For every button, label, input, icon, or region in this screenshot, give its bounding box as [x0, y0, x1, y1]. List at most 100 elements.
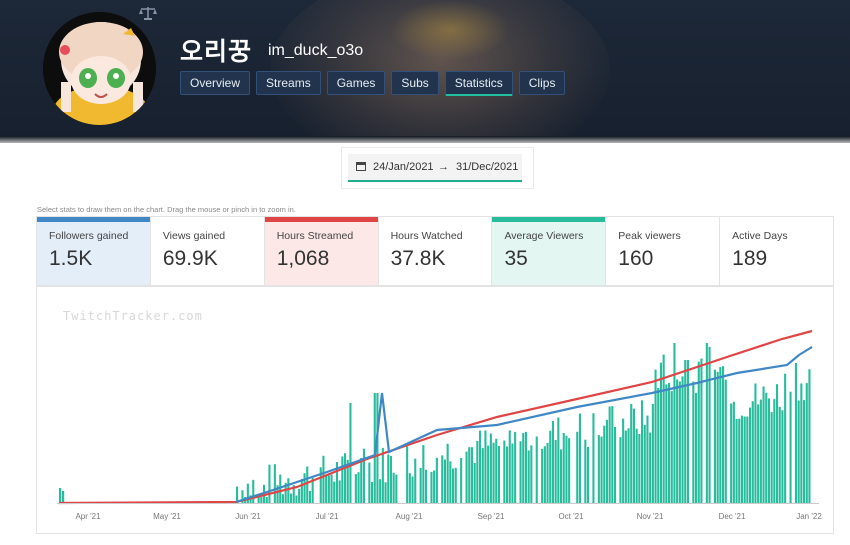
chart-bar [354, 474, 357, 503]
chart-bar [330, 474, 333, 503]
chart-bar [479, 430, 482, 503]
chart-bar [295, 495, 298, 503]
chart-canvas: Apr '21 May '21 Jun '21 Jul '21 Aug '21 Sep '… [57, 329, 822, 521]
scales-icon[interactable] [139, 6, 157, 20]
stat-label: Hours Watched [390, 230, 463, 242]
chart-bar [246, 483, 249, 503]
tab-overview[interactable]: Overview [180, 71, 251, 95]
chart-bar [514, 431, 517, 503]
chart-bar [387, 454, 390, 503]
chart-bar [470, 447, 473, 503]
channel-login: im_duck_o3o [268, 42, 364, 59]
x-tick-label: Sep '21 [478, 512, 505, 521]
chart-bar [452, 468, 455, 503]
chart-bar [368, 462, 371, 503]
stat-value: 189 [732, 247, 768, 270]
chart-bar [335, 462, 338, 503]
tab-subs[interactable]: Subs [391, 71, 439, 95]
chart-bar [484, 430, 487, 503]
chart-bar [395, 474, 398, 503]
chart-bar [651, 403, 654, 503]
date-range-picker[interactable]: 24/Jan/2021 → 31/Dec/2021 [348, 154, 522, 182]
chart-bar [287, 478, 290, 503]
watermark: TwitchTracker.com [63, 309, 203, 323]
chart-bar [713, 369, 716, 503]
chart-bar [268, 464, 271, 503]
chart-bar [668, 382, 671, 503]
chart-bar [767, 398, 770, 503]
chart-bar [551, 421, 554, 503]
chart-bar [333, 481, 336, 503]
chart-bar [740, 415, 743, 503]
stat-selector: Followers gained 1.5K Views gained 69.9K… [36, 216, 834, 286]
stat-hours-streamed[interactable]: Hours Streamed 1,068 [264, 217, 379, 285]
chart-bar [584, 439, 587, 503]
stat-average-viewers[interactable]: Average Viewers 35 [492, 217, 607, 285]
chart-bar [419, 468, 422, 503]
chart-bar [643, 425, 646, 503]
chart-bar [708, 346, 711, 503]
x-tick-label: Jun '21 [235, 512, 261, 521]
chart-bar [568, 438, 571, 503]
followers-gained-line [235, 346, 813, 504]
chart-bar [341, 456, 344, 503]
chart-bar [376, 393, 379, 503]
stat-value: 37.8K [390, 247, 446, 270]
tab-streams[interactable]: Streams [256, 71, 321, 95]
chart-bar [511, 443, 514, 503]
chart-bar [603, 425, 606, 503]
chart-bar [724, 379, 727, 503]
chart-bar [697, 361, 700, 503]
chart-bar [649, 432, 652, 503]
stat-active-days[interactable]: Active Days 189 [720, 217, 833, 285]
chart-bar [497, 446, 500, 503]
chart-bar [686, 360, 689, 503]
chart-bar [371, 482, 374, 503]
stat-color-bar [37, 217, 150, 222]
chart-bar [805, 383, 808, 503]
channel-display-name: 오리꿍 [180, 37, 253, 66]
stat-color-bar [492, 217, 606, 222]
stat-followers-gained[interactable]: Followers gained 1.5K [37, 217, 151, 285]
chart-bar [236, 486, 239, 503]
stat-color-bar [264, 217, 378, 222]
chart-bar [406, 446, 409, 503]
chart-bar [662, 354, 665, 503]
chart-bar [778, 406, 781, 503]
chart-bar [678, 381, 681, 503]
chart-bar [576, 431, 579, 503]
chart-bar [360, 458, 363, 503]
chart-bar [794, 363, 797, 503]
chart-bar [635, 428, 638, 503]
chart-bar [473, 463, 476, 503]
tab-clips[interactable]: Clips [518, 71, 566, 95]
chart-bar [349, 403, 352, 503]
chart-bar [346, 459, 349, 503]
chart-bar [659, 362, 662, 503]
stat-peak-viewers[interactable]: Peak viewers 160 [606, 217, 721, 285]
chart-bar [757, 404, 760, 503]
chart-bar [732, 401, 735, 503]
chart-bar [303, 473, 306, 503]
chart-bar [527, 450, 530, 503]
stats-chart[interactable]: TwitchTracker.com Apr '21 May '21 Jun '21 J… [36, 286, 834, 534]
chart-bar [446, 443, 449, 503]
chart-bar [273, 464, 276, 503]
chart-bar [257, 495, 260, 503]
stat-views-gained[interactable]: Views gained 69.9K [151, 217, 265, 285]
chart-bar [630, 403, 633, 503]
tab-statistics[interactable]: Statistics [444, 71, 513, 96]
chart-bar [381, 447, 384, 503]
chart-bar [587, 446, 590, 503]
chart-bar [565, 435, 568, 503]
chart-bar [503, 440, 506, 503]
chart-bar [443, 459, 446, 503]
stat-hours-watched[interactable]: Hours Watched 37.8K [379, 217, 493, 285]
chart-bar [695, 392, 698, 503]
chart-bar [489, 433, 492, 503]
chart-bar [284, 482, 287, 503]
chart-bar [298, 488, 301, 503]
tab-games[interactable]: Games [326, 71, 386, 95]
chart-bar [322, 455, 325, 503]
chart-bar [362, 448, 365, 503]
